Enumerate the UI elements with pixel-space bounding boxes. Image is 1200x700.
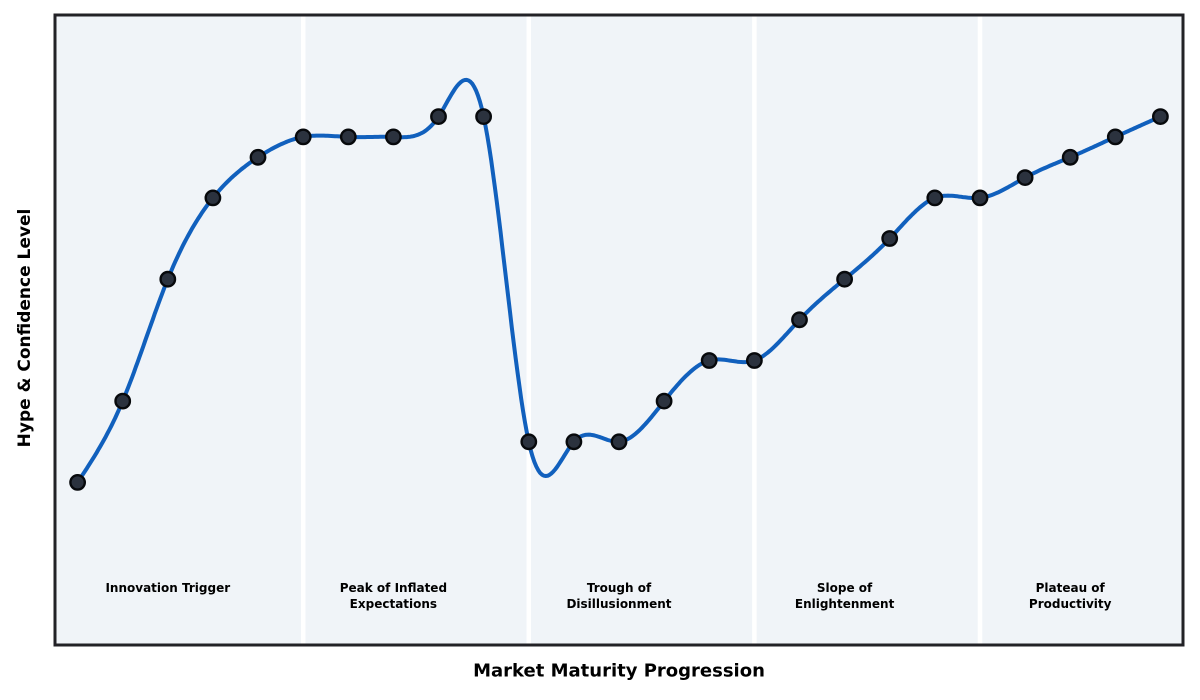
data-point-marker xyxy=(114,392,132,410)
data-point-marker xyxy=(971,189,989,207)
phase-label-line: Slope of xyxy=(816,581,873,596)
data-point-marker xyxy=(339,128,357,146)
phase-label: Innovation Trigger xyxy=(105,580,230,596)
phase-label-line: Peak of Inflated xyxy=(339,581,448,596)
phase-label: Slope of Enlightenment xyxy=(795,580,894,612)
data-point-marker xyxy=(159,270,177,288)
data-point-marker xyxy=(1016,169,1034,187)
data-point-marker xyxy=(475,108,492,126)
data-point-marker xyxy=(204,189,222,207)
data-point-marker xyxy=(610,433,628,451)
data-point-marker xyxy=(926,189,944,207)
plot-background xyxy=(55,15,1183,645)
phase-label-line: Expectations xyxy=(349,597,438,612)
data-point-marker xyxy=(1152,108,1169,126)
data-point-marker xyxy=(791,311,808,329)
data-point-marker xyxy=(565,433,583,451)
phase-label-line: Plateau of xyxy=(1035,581,1105,596)
data-point-marker xyxy=(430,108,447,126)
data-point-marker xyxy=(1106,128,1124,146)
data-point-marker xyxy=(836,270,853,288)
data-point-marker xyxy=(520,433,538,451)
data-point-marker xyxy=(700,352,718,369)
data-point-marker xyxy=(746,352,763,369)
data-point-marker xyxy=(655,392,673,410)
phase-label: Trough of Disillusionment xyxy=(566,580,671,612)
data-point-marker xyxy=(294,128,312,146)
data-point-marker xyxy=(69,473,87,491)
phase-label-line: Productivity xyxy=(1028,597,1112,612)
x-axis-label: Market Maturity Progression xyxy=(473,660,765,682)
phase-label-line: Disillusionment xyxy=(566,597,672,612)
phase-label: Plateau of Productivity xyxy=(1029,580,1112,612)
plot-border xyxy=(53,13,1185,647)
phase-label-line: Trough of xyxy=(586,581,652,596)
phase-label-line: Innovation Trigger xyxy=(105,581,231,596)
data-point-marker xyxy=(1061,148,1079,166)
phase-label: Peak of Inflated Expectations xyxy=(340,580,447,612)
data-point-marker xyxy=(881,230,899,247)
y-axis-label: Hype & Confidence Level xyxy=(15,208,35,448)
data-point-marker xyxy=(384,128,402,146)
phase-label-line: Enlightenment xyxy=(794,597,895,612)
data-point-marker xyxy=(249,148,267,166)
